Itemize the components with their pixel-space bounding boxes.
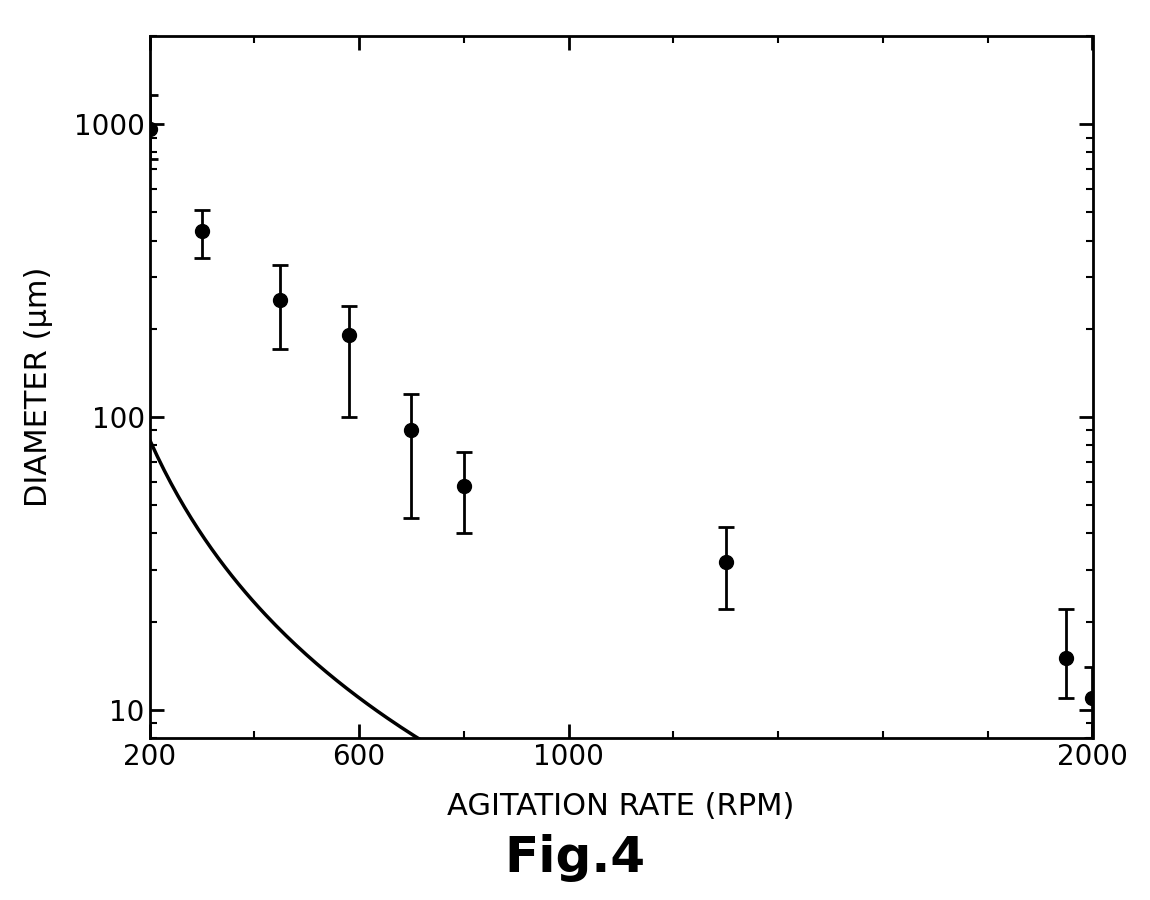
Y-axis label: DIAMETER (μm): DIAMETER (μm) bbox=[24, 266, 53, 508]
Text: Fig.4: Fig.4 bbox=[505, 834, 645, 882]
X-axis label: AGITATION RATE (RPM): AGITATION RATE (RPM) bbox=[447, 792, 795, 821]
